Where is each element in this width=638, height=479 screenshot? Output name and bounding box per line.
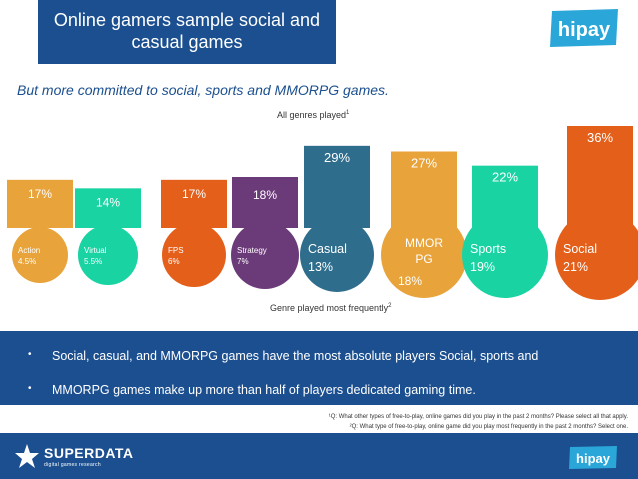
circle-fps — [162, 223, 226, 287]
circle-name-label: PG — [415, 252, 432, 266]
circle-name-label: Strategy — [237, 246, 267, 255]
hipay-logo: hipay — [550, 9, 618, 47]
circle-name-label: FPS — [168, 246, 184, 255]
bar-value-label: 17% — [182, 187, 206, 201]
bar-virtual — [75, 188, 141, 228]
bar-value-label: 14% — [96, 195, 120, 209]
circle-name-label: MMOR — [405, 236, 443, 250]
hipay-logo-text: hipay — [558, 19, 611, 41]
circle-value-label: 18% — [398, 274, 422, 288]
bullet-text: MMORPG games make up more than half of p… — [52, 383, 476, 397]
bullet-text: Social, casual, and MMORPG games have th… — [52, 349, 539, 363]
circle-sports — [462, 212, 548, 298]
slide-subtitle: But more committed to social, sports and… — [17, 82, 389, 98]
circle-name-label: Social — [563, 242, 597, 256]
chart-bottom-label-text: Genre played most frequently — [270, 303, 389, 313]
circle-value-label: 6% — [168, 257, 180, 266]
circle-name-label: Action — [18, 246, 40, 255]
circle-value-label: 21% — [563, 260, 588, 274]
circle-value-label: 7% — [237, 257, 249, 266]
bar-value-label: 22% — [492, 170, 518, 185]
chart-top-label-text: All genres played — [277, 110, 347, 120]
circle-value-label: 13% — [308, 260, 333, 274]
chart-top-label-sup: 1 — [346, 110, 350, 116]
bullet-marker: • — [28, 349, 32, 360]
footer-band: SUPERDATA digital games research hipay — [0, 433, 638, 479]
circle-name-label: Virtual — [84, 246, 107, 255]
chart-top-label: All genres played1 — [277, 110, 349, 120]
superdata-brand-sub: digital games research — [44, 462, 101, 468]
bar-value-label: 18% — [253, 188, 277, 202]
footnote: ²Q: What type of free-to-play, online ga… — [349, 424, 628, 430]
bar-value-label: 29% — [324, 150, 350, 165]
circle-virtual — [78, 225, 138, 285]
bar-action — [7, 179, 73, 228]
superdata-brand: SUPERDATA — [44, 445, 134, 461]
footnote: ¹Q: What other types of free-to-play, on… — [328, 414, 628, 420]
bullet-marker: • — [28, 383, 32, 394]
circle-value-label: 5.5% — [84, 257, 102, 266]
star-icon — [15, 444, 39, 468]
circle-action — [12, 227, 68, 283]
bar-casual — [304, 145, 370, 228]
circle-name-label: Sports — [470, 242, 506, 256]
hipay-logo-footer: hipay — [569, 446, 617, 469]
bar-value-label: 36% — [587, 130, 613, 145]
bullet-panel: • Social, casual, and MMORPG games have … — [0, 331, 638, 405]
circle-casual — [300, 218, 374, 292]
circle-social — [555, 210, 638, 300]
chart-bottom-label: Genre played most frequently2 — [270, 303, 391, 313]
circle-value-label: 19% — [470, 260, 495, 274]
bar-value-label: 27% — [411, 156, 437, 171]
slide-title: Online gamers sample social and casual g… — [38, 0, 336, 64]
circle-strategy — [231, 221, 299, 289]
circle-value-label: 4.5% — [18, 257, 36, 266]
circle-mmorpg — [381, 212, 467, 298]
superdata-logo: SUPERDATA digital games research — [14, 441, 133, 473]
circle-name-label: Casual — [308, 242, 347, 256]
bar-value-label: 17% — [28, 187, 52, 201]
footnotes: ¹Q: What other types of free-to-play, on… — [329, 412, 628, 432]
hipay-footer-text: hipay — [576, 451, 611, 466]
bar-strategy — [232, 177, 298, 228]
chart-bottom-label-sup: 2 — [388, 303, 392, 309]
bar-fps — [161, 179, 227, 228]
